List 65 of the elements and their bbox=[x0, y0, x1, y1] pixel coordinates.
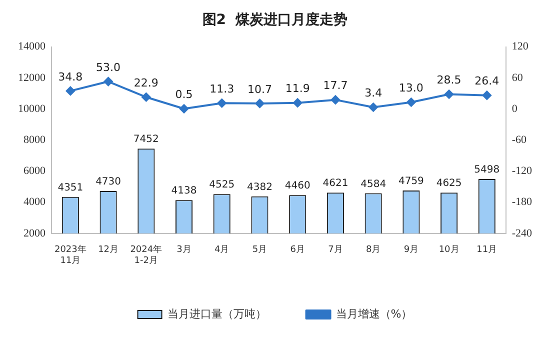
y-tick-label: 12000 bbox=[18, 72, 46, 84]
x-tick-label: 5月 bbox=[252, 245, 268, 256]
x-tick-label: 2024年 1-2月 bbox=[130, 244, 162, 266]
data-label: 4584 bbox=[360, 178, 386, 190]
x-tick-label: 2023年 11月 bbox=[54, 244, 86, 266]
data-label: 28.5 bbox=[436, 74, 462, 87]
data-label: 22.9 bbox=[134, 76, 158, 90]
y-tick-label: 14000 bbox=[18, 40, 46, 53]
y-tick-label: 4000 bbox=[24, 196, 46, 208]
data-label: 34.8 bbox=[58, 70, 83, 84]
y2-tick-label: -60 bbox=[512, 134, 527, 146]
y2-tick-label: 60 bbox=[512, 72, 524, 84]
y2-tick-label: 120 bbox=[512, 40, 529, 53]
data-label: 0.5 bbox=[175, 88, 193, 102]
data-label: 11.9 bbox=[285, 82, 310, 96]
point bbox=[444, 90, 454, 99]
x-tick-label: 7月 bbox=[328, 245, 343, 256]
point bbox=[180, 104, 189, 114]
data-label: 26.4 bbox=[474, 74, 500, 88]
data-label: 10.7 bbox=[247, 82, 272, 96]
point bbox=[104, 77, 113, 86]
y-tick-label: 2000 bbox=[24, 227, 46, 240]
x-tick-label: 8月 bbox=[366, 245, 381, 256]
y2-tick-label: -240 bbox=[512, 227, 532, 240]
data-label: 4730 bbox=[96, 176, 122, 188]
data-label: 4625 bbox=[436, 178, 462, 190]
x-tick-label: 11月 bbox=[476, 245, 498, 256]
data-label: 11.3 bbox=[210, 82, 234, 96]
y-tick-label: 8000 bbox=[24, 134, 46, 146]
y2-tick-label: 0 bbox=[512, 102, 518, 115]
data-label: 17.7 bbox=[323, 79, 348, 92]
point bbox=[255, 98, 264, 108]
data-label: 4460 bbox=[284, 180, 310, 192]
data-label: 4351 bbox=[58, 182, 84, 194]
y-tick-label: 6000 bbox=[24, 165, 46, 178]
x-tick-label: 12月 bbox=[98, 245, 119, 256]
y2-tick-label: -180 bbox=[512, 196, 532, 208]
data-label: 5498 bbox=[474, 164, 500, 176]
point bbox=[368, 102, 378, 112]
point bbox=[217, 98, 226, 108]
data-label: 4525 bbox=[209, 180, 235, 191]
y2-tick-label: -120 bbox=[512, 165, 532, 178]
point bbox=[66, 86, 75, 96]
data-label: 4382 bbox=[247, 182, 272, 193]
x-tick-label: 4月 bbox=[214, 245, 230, 256]
legend-label: 当月增速（%） bbox=[336, 307, 412, 320]
chart-title: 图2 煤炭进口月度走势 bbox=[202, 11, 348, 28]
data-label: 53.0 bbox=[96, 60, 121, 74]
data-label: 3.4 bbox=[364, 86, 382, 100]
x-tick-label: 3月 bbox=[176, 245, 192, 256]
data-label: 13.0 bbox=[398, 82, 424, 95]
x-tick-label: 6月 bbox=[290, 245, 305, 256]
point bbox=[406, 98, 416, 107]
legend-label: 当月进口量（万吨） bbox=[167, 307, 266, 320]
data-label: 4138 bbox=[171, 186, 197, 197]
x-tick-label: 9月 bbox=[404, 245, 419, 256]
y-tick-label: 10000 bbox=[18, 102, 46, 115]
point bbox=[142, 92, 151, 102]
point bbox=[330, 95, 340, 104]
data-label: 4759 bbox=[398, 176, 424, 188]
data-label: 4621 bbox=[322, 178, 348, 190]
point bbox=[482, 90, 492, 100]
data-label: 7452 bbox=[133, 134, 159, 146]
x-tick-label: 10月 bbox=[438, 245, 460, 256]
point bbox=[293, 98, 302, 108]
